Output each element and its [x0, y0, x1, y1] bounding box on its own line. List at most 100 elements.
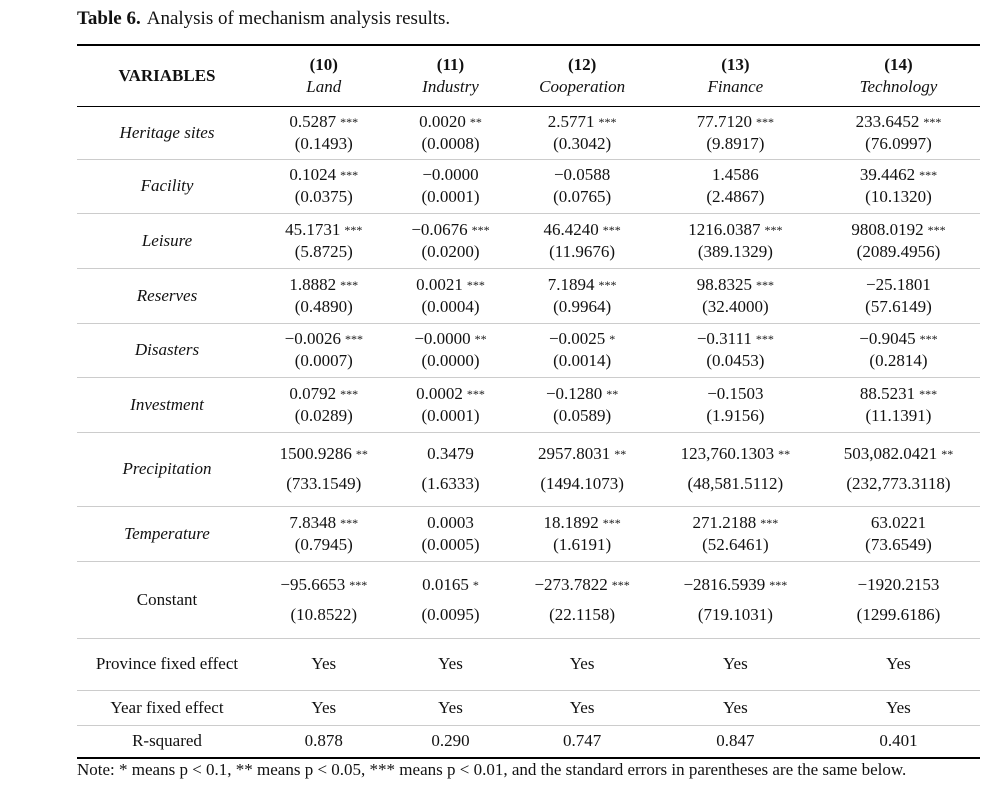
- cell: 0.0021 *** (0.0004): [391, 268, 511, 323]
- standard-error: (1.6191): [553, 534, 612, 554]
- cell-value: Yes: [438, 697, 463, 717]
- spacer: [658, 596, 813, 604]
- cell-value: Yes: [886, 654, 911, 673]
- standard-error: (1.6333): [421, 474, 480, 493]
- significance-stars: **: [778, 447, 791, 461]
- significance-stars: ***: [344, 332, 363, 346]
- significance-stars: ***: [340, 114, 359, 129]
- coef-value: 1.4586: [711, 165, 759, 184]
- significance-stars: ***: [349, 577, 368, 592]
- standard-error: (0.3042): [553, 133, 612, 153]
- coef-value: −0.0026: [284, 329, 341, 348]
- coef-value: 1216.0387: [688, 219, 761, 239]
- cell: 88.5231 *** (11.1391): [817, 377, 980, 432]
- coefficient: 63.0221: [821, 512, 976, 534]
- caption-label: Table 6.: [77, 8, 141, 29]
- coefficient: 1.8882 ***: [261, 274, 387, 296]
- coef-value: 77.7120: [696, 111, 752, 131]
- standard-error: (0.0589): [553, 405, 612, 425]
- standard-error: (232,773.3118): [846, 474, 951, 493]
- table-body: Heritage sites 0.5287 *** (0.1493) 0.0020 **(…: [77, 106, 980, 758]
- cell: −0.0588 (0.0765): [510, 159, 653, 213]
- cell: 7.8348 *** (0.7945): [257, 506, 391, 561]
- spacer: [821, 465, 976, 473]
- coef-value: −0.9045: [859, 329, 916, 348]
- standard-error: (11.1391): [865, 405, 932, 425]
- table-row: R-squared 0.878 0.290 0.747 0.847 0.401: [77, 725, 980, 758]
- significance-stars: ***: [755, 277, 774, 292]
- standard-error: (0.0008): [421, 133, 480, 153]
- coef-value: −2816.5939: [683, 574, 766, 594]
- cell: −0.0025 * (0.0014): [510, 323, 653, 377]
- cell: −273.7822 *** (22.1158): [510, 561, 653, 638]
- coefficient: 98.8325 ***: [658, 274, 813, 296]
- cell: 123,760.1303 ** (48,581.5112): [654, 432, 817, 506]
- coef-value: 271.2188: [692, 512, 757, 532]
- cell: −0.0026 *** (0.0007): [257, 323, 391, 377]
- standard-error: (0.0004): [421, 296, 480, 316]
- significance-stars: ***: [340, 168, 359, 182]
- column-number: (11): [436, 54, 465, 74]
- variables-header: VARIABLES: [118, 65, 216, 85]
- coefficient: 0.3479: [395, 443, 507, 465]
- cell: 233.6452 *** (76.0997): [817, 106, 980, 159]
- cell: 0.290: [391, 725, 511, 758]
- spacer: [395, 596, 507, 604]
- cell: Yes: [510, 638, 653, 690]
- column-number: (12): [567, 54, 597, 74]
- coefficient: −2816.5939 ***: [658, 574, 813, 596]
- cell: 0.847: [654, 725, 817, 758]
- cell: −0.9045 *** (0.2814): [817, 323, 980, 377]
- cell: 77.7120 *** (9.8917): [654, 106, 817, 159]
- coef-value: 9808.0192: [851, 219, 924, 239]
- coef-value: 123,760.1303: [680, 444, 775, 463]
- coefficient: 46.4240 ***: [514, 219, 649, 241]
- cell: −25.1801 (57.6149): [817, 268, 980, 323]
- standard-error: (389.1329): [697, 241, 773, 261]
- cell-value: Yes: [569, 654, 595, 673]
- cell: 39.4462 *** (10.1320): [817, 159, 980, 213]
- coef-value: 0.1024: [289, 165, 337, 184]
- cell: 0.5287 *** (0.1493): [257, 106, 391, 159]
- cell-value: 0.401: [879, 731, 918, 751]
- coefficient: 18.1892 ***: [514, 512, 649, 534]
- cell: Yes: [510, 690, 653, 725]
- coef-value: −1920.2153: [857, 574, 940, 594]
- coef-value: 46.4240: [543, 219, 599, 239]
- coef-value: 233.6452: [855, 111, 920, 131]
- table-row: Constant −95.6653 *** (10.8522) 0.0165 * (0.00…: [77, 561, 980, 638]
- standard-error: (22.1158): [549, 604, 616, 624]
- coefficient: 9808.0192 ***: [821, 219, 976, 241]
- coef-value: −0.1503: [707, 383, 764, 403]
- cell: 7.1894 *** (0.9964): [510, 268, 653, 323]
- standard-error: (0.0453): [706, 351, 765, 370]
- row-label: R-squared: [132, 731, 202, 751]
- standard-error: (0.0005): [421, 534, 480, 554]
- significance-stars: ***: [602, 222, 621, 237]
- coefficient: −0.0025 *: [514, 328, 649, 350]
- coefficient: 233.6452 ***: [821, 111, 976, 133]
- coef-value: 0.5287: [289, 111, 337, 131]
- significance-stars: ***: [471, 222, 490, 237]
- row-label: Facility: [140, 176, 194, 195]
- table-row: Reserves 1.8882 *** (0.4890) 0.0021 *** (0.000…: [77, 268, 980, 323]
- table-row: Temperature 7.8348 *** (0.7945) 0.0003 (0.000…: [77, 506, 980, 561]
- cell: 2.5771 *** (0.3042): [510, 106, 653, 159]
- column-name: Cooperation: [539, 76, 626, 96]
- coef-value: 39.4462: [859, 165, 916, 184]
- coef-value: 18.1892: [543, 512, 599, 532]
- cell: −0.0676 *** (0.0200): [391, 213, 511, 268]
- coefficient: 0.5287 ***: [261, 111, 387, 133]
- coefficient: 1216.0387 ***: [658, 219, 813, 241]
- cell: 1.4586 (2.4867): [654, 159, 817, 213]
- standard-error: (719.1031): [697, 604, 773, 624]
- significance-stars: *: [609, 332, 616, 346]
- coefficient: −0.0676 ***: [395, 219, 507, 241]
- row-label: Heritage sites: [119, 122, 215, 142]
- cell: −0.0000 ** (0.0000): [391, 323, 511, 377]
- column-header: (14) Technology: [817, 45, 980, 106]
- spacer: [658, 465, 813, 473]
- significance-stars: **: [941, 447, 954, 461]
- column-name: Finance: [707, 76, 764, 96]
